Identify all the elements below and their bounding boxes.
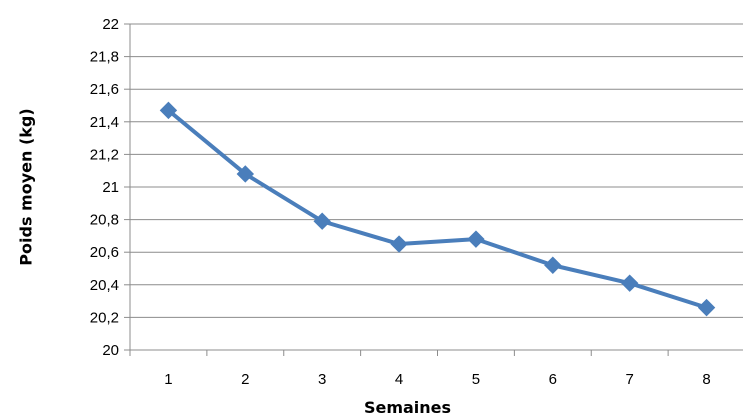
x-tick-label: 8	[702, 371, 710, 388]
data-point-marker	[620, 274, 639, 292]
series-line	[166, 108, 709, 310]
y-tick-label: 21,2	[90, 146, 119, 163]
y-tick-label: 20,4	[90, 277, 119, 294]
x-tick-label: 6	[549, 371, 557, 388]
x-axis-tick-labels: 1 2 3 4 5 6 7 8	[164, 371, 710, 388]
x-tick-label: 5	[472, 371, 480, 388]
x-tick-label: 2	[241, 371, 249, 388]
data-point-marker	[313, 212, 331, 230]
data-point-marker	[159, 101, 178, 120]
x-tick-label: 1	[164, 371, 172, 388]
y-axis-title: Poids moyen (kg)	[17, 108, 36, 265]
data-point-marker	[390, 235, 408, 253]
y-tick-label: 21,4	[90, 114, 119, 131]
y-tick-label: 20	[102, 342, 119, 359]
y-tick-label: 22	[102, 16, 119, 33]
y-tick-label: 20,2	[90, 309, 119, 326]
y-tick-label: 20,8	[90, 212, 119, 229]
series-layer	[159, 101, 716, 317]
data-point-marker	[697, 298, 716, 317]
x-tick-label: 7	[626, 371, 634, 388]
data-point-marker	[467, 230, 485, 248]
x-tick-label: 4	[395, 371, 403, 388]
y-tick-label: 20,6	[90, 244, 119, 261]
axis-layer	[124, 23, 743, 356]
y-tick-label: 21	[102, 179, 119, 196]
y-tick-label: 21,6	[90, 81, 119, 98]
data-point-marker	[236, 165, 255, 183]
data-point-marker	[544, 256, 562, 274]
x-axis-title: Semaines	[364, 398, 451, 416]
x-tick-label: 3	[318, 371, 326, 388]
grid-layer	[130, 23, 743, 318]
y-axis-tick-labels: 20 20,2 20,4 20,6 20,8 21 21,2 21,4 21,6 21,8 22	[90, 16, 119, 359]
y-tick-label: 21,8	[90, 49, 119, 66]
